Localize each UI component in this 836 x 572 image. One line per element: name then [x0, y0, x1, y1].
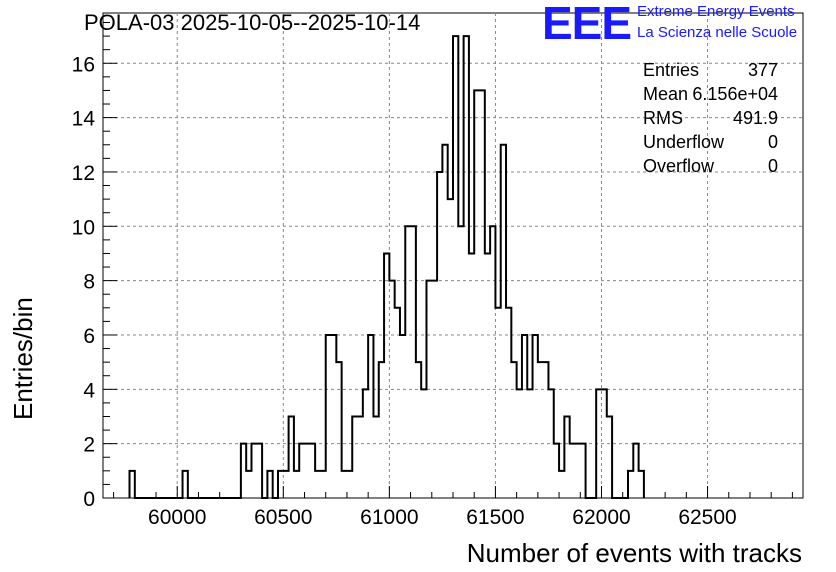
stats-row-entries: Entries 377	[640, 58, 780, 82]
x-tick-label: 60000	[148, 506, 206, 529]
histogram-outline	[128, 35, 645, 499]
histogram-bin	[495, 308, 500, 498]
logo-line-1: Extreme Energy Events	[637, 3, 795, 20]
histogram-bin	[315, 471, 320, 498]
y-tick-label: 0	[83, 488, 95, 511]
histogram-bin	[305, 444, 310, 498]
y-tick-label: 6	[83, 325, 95, 348]
histogram-bin	[575, 444, 580, 498]
x-tick-label: 61500	[466, 506, 524, 529]
chart-title: POLA-03 2025-10-05--2025-10-14	[84, 10, 421, 35]
histogram-bin	[448, 199, 453, 498]
x-tick-label: 62000	[572, 506, 630, 529]
histogram-bin	[485, 253, 490, 498]
x-tick-label: 60500	[254, 506, 312, 529]
histogram-bin	[395, 308, 400, 498]
histogram-bin	[570, 444, 575, 498]
y-tick-label: 4	[83, 379, 95, 402]
histogram-bins	[130, 36, 644, 498]
x-tick-label: 61000	[360, 506, 418, 529]
stats-value: 377	[747, 60, 778, 80]
y-tick-label: 8	[83, 271, 95, 294]
x-axis-label: Number of events with tracks	[466, 538, 802, 568]
stats-row-underflow: Underflow 0	[640, 130, 780, 154]
stats-key: Underflow	[643, 132, 725, 152]
histogram-bin	[320, 471, 325, 498]
histogram-bin	[538, 362, 543, 498]
y-axis-label: Entries/bin	[8, 297, 38, 420]
stats-row-rms: RMS 491.9	[640, 106, 780, 130]
stats-row-mean: Mean 6.156e+04	[640, 82, 780, 106]
stats-key: Mean	[643, 84, 689, 104]
y-tick-label: 14	[72, 108, 96, 131]
histogram-bin	[246, 471, 251, 498]
stats-value: 0	[767, 156, 778, 176]
y-tick-label: 10	[72, 216, 95, 239]
histogram-bin	[347, 471, 352, 498]
logo-line-2: La Scienza nelle Scuole	[637, 24, 798, 41]
stats-value: 491.9	[732, 108, 778, 128]
x-tick-label: 62500	[678, 506, 736, 529]
stats-value: 6.156e+04	[692, 84, 778, 104]
y-tick-label: 2	[83, 434, 95, 457]
histogram-bin	[559, 471, 564, 498]
histogram-bin	[458, 226, 463, 498]
histogram-bin	[400, 335, 405, 498]
axes: 60000 60500 61000 61500 62000 62500 0 2 4 6 8 10 12 1…	[72, 22, 793, 529]
histogram-bin	[294, 471, 299, 498]
histogram-bin	[373, 416, 378, 498]
stats-key: Overflow	[643, 156, 715, 176]
y-tick-label: 12	[72, 162, 95, 185]
histogram-bin	[358, 416, 363, 498]
eee-logo: EEE	[542, 0, 632, 49]
y-tick-label: 16	[72, 53, 95, 76]
histogram-bin	[342, 471, 347, 498]
stats-row-overflow: Overflow 0	[640, 154, 780, 178]
histogram-bin	[283, 471, 288, 498]
stats-value: 0	[767, 132, 778, 152]
stats-key: RMS	[643, 108, 683, 128]
stats-box: Entries 377 Mean 6.156e+04 RMS 491.9 Und…	[640, 58, 780, 178]
stats-key: Entries	[643, 60, 700, 80]
histogram-bin	[469, 253, 474, 498]
